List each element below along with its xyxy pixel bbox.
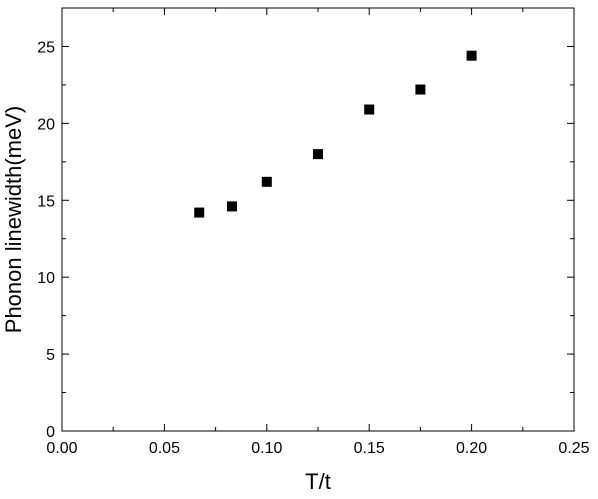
x-axis-ticks: [61, 8, 575, 431]
data-point: [364, 104, 375, 115]
y-tick-label: 15: [37, 193, 55, 210]
x-tick-label: 0.00: [46, 440, 77, 457]
x-tick-label: 0.20: [456, 440, 487, 457]
y-tick-label: 20: [37, 116, 55, 133]
y-tick-label: 25: [37, 39, 55, 56]
data-point: [226, 201, 237, 212]
data-point: [313, 149, 323, 160]
x-tick-label: 0.25: [558, 440, 589, 457]
y-tick-label: 10: [37, 270, 55, 287]
y-tick-label: 5: [46, 347, 55, 364]
data-points: [194, 50, 477, 218]
x-axis-title: T/t: [305, 469, 331, 494]
data-point: [466, 50, 477, 61]
x-tick-label: 0.05: [149, 440, 180, 457]
y-tick-label: 0: [46, 424, 55, 441]
y-axis-ticks: [62, 7, 574, 432]
y-axis-tick-labels: 0 5 10 15 20 25: [37, 39, 55, 441]
x-tick-label: 0.15: [354, 440, 385, 457]
x-tick-label: 0.10: [251, 440, 282, 457]
data-point: [261, 176, 272, 187]
y-axis-title: Phonon linewidth(meV): [1, 106, 26, 333]
plot-frame: [61, 7, 575, 432]
data-point: [194, 207, 205, 218]
data-point: [415, 84, 426, 95]
x-axis-tick-labels: 0.00 0.05 0.10 0.15 0.20 0.25: [46, 440, 589, 457]
